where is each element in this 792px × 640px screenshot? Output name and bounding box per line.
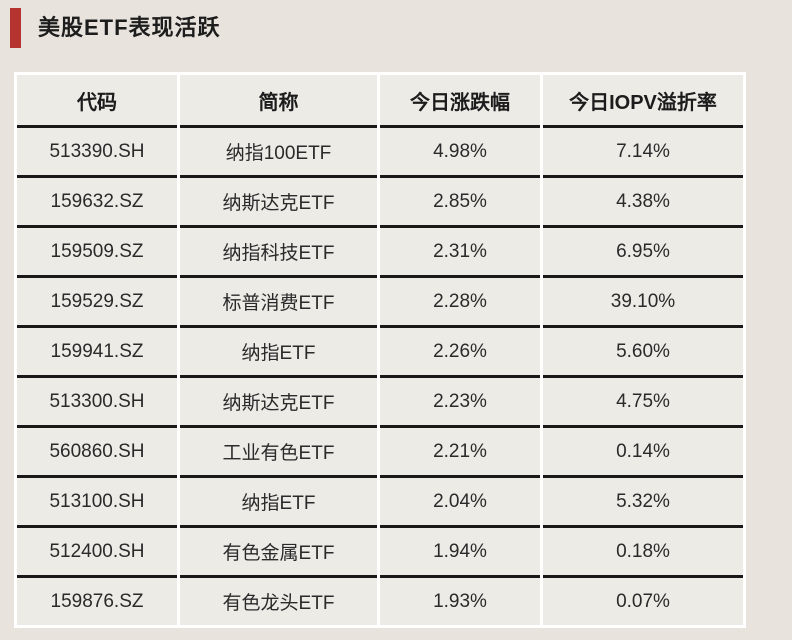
etf-table: 代码 简称 今日涨跌幅 今日IOPV溢折率 513390.SH 纳指100ETF…	[14, 72, 746, 628]
cell-code: 159632.SZ	[17, 178, 177, 228]
cell-name: 工业有色ETF	[180, 428, 377, 478]
cell-iopv: 0.18%	[543, 528, 743, 578]
cell-change: 2.26%	[380, 328, 540, 378]
cell-name: 纳指ETF	[180, 478, 377, 528]
cell-code: 513100.SH	[17, 478, 177, 528]
page-title: 美股ETF表现活跃	[38, 15, 221, 40]
table-body: 513390.SH 纳指100ETF 4.98% 7.14% 159632.SZ…	[17, 128, 743, 625]
table-row: 513390.SH 纳指100ETF 4.98% 7.14%	[17, 128, 743, 178]
table-row: 159632.SZ 纳斯达克ETF 2.85% 4.38%	[17, 178, 743, 228]
cell-iopv: 4.75%	[543, 378, 743, 428]
cell-change: 2.28%	[380, 278, 540, 328]
cell-change: 2.21%	[380, 428, 540, 478]
title-accent-bar	[10, 8, 21, 48]
cell-name: 有色金属ETF	[180, 528, 377, 578]
header-row: 代码 简称 今日涨跌幅 今日IOPV溢折率	[17, 75, 743, 128]
table-row: 560860.SH 工业有色ETF 2.21% 0.14%	[17, 428, 743, 478]
cell-iopv: 4.38%	[543, 178, 743, 228]
cell-iopv: 5.60%	[543, 328, 743, 378]
cell-code: 512400.SH	[17, 528, 177, 578]
cell-name: 纳指科技ETF	[180, 228, 377, 278]
cell-iopv: 5.32%	[543, 478, 743, 528]
cell-iopv: 0.14%	[543, 428, 743, 478]
cell-iopv: 39.10%	[543, 278, 743, 328]
cell-name: 纳斯达克ETF	[180, 178, 377, 228]
cell-name: 有色龙头ETF	[180, 578, 377, 625]
cell-code: 513390.SH	[17, 128, 177, 178]
cell-code: 560860.SH	[17, 428, 177, 478]
title-block: 美股ETF表现活跃	[10, 8, 221, 48]
cell-change: 2.04%	[380, 478, 540, 528]
cell-name: 标普消费ETF	[180, 278, 377, 328]
cell-name: 纳斯达克ETF	[180, 378, 377, 428]
cell-code: 159876.SZ	[17, 578, 177, 625]
cell-change: 2.31%	[380, 228, 540, 278]
cell-change: 2.23%	[380, 378, 540, 428]
cell-change: 2.85%	[380, 178, 540, 228]
column-header-name: 简称	[180, 75, 377, 128]
column-header-iopv: 今日IOPV溢折率	[543, 75, 743, 128]
cell-code: 159529.SZ	[17, 278, 177, 328]
column-header-code: 代码	[17, 75, 177, 128]
cell-change: 1.93%	[380, 578, 540, 625]
table-row: 159529.SZ 标普消费ETF 2.28% 39.10%	[17, 278, 743, 328]
table-row: 513100.SH 纳指ETF 2.04% 5.32%	[17, 478, 743, 528]
table-header: 代码 简称 今日涨跌幅 今日IOPV溢折率	[17, 75, 743, 128]
cell-iopv: 6.95%	[543, 228, 743, 278]
cell-change: 4.98%	[380, 128, 540, 178]
column-header-change: 今日涨跌幅	[380, 75, 540, 128]
table-row: 159941.SZ 纳指ETF 2.26% 5.60%	[17, 328, 743, 378]
cell-change: 1.94%	[380, 528, 540, 578]
cell-name: 纳指100ETF	[180, 128, 377, 178]
table-row: 513300.SH 纳斯达克ETF 2.23% 4.75%	[17, 378, 743, 428]
cell-code: 159941.SZ	[17, 328, 177, 378]
table-row: 512400.SH 有色金属ETF 1.94% 0.18%	[17, 528, 743, 578]
table-row: 159509.SZ 纳指科技ETF 2.31% 6.95%	[17, 228, 743, 278]
cell-iopv: 0.07%	[543, 578, 743, 625]
cell-code: 159509.SZ	[17, 228, 177, 278]
cell-code: 513300.SH	[17, 378, 177, 428]
cell-iopv: 7.14%	[543, 128, 743, 178]
table-row: 159876.SZ 有色龙头ETF 1.93% 0.07%	[17, 578, 743, 625]
cell-name: 纳指ETF	[180, 328, 377, 378]
